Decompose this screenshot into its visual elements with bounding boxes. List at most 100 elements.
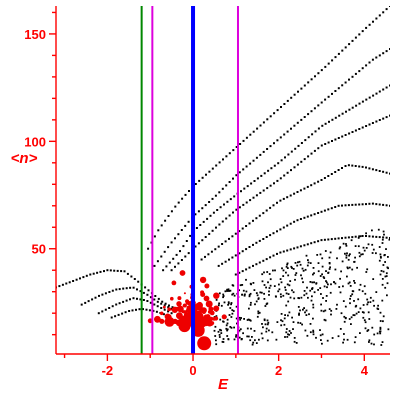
scatter-point xyxy=(379,326,382,329)
curve-point xyxy=(232,149,235,152)
scatter-point xyxy=(306,334,309,337)
curve-point xyxy=(246,185,249,188)
scatter-point xyxy=(282,275,285,277)
curve-point xyxy=(378,236,381,239)
scatter-point xyxy=(252,282,255,284)
curve-point xyxy=(217,245,220,248)
curve-point xyxy=(337,237,340,240)
cluster-point xyxy=(205,300,213,308)
scatter-point xyxy=(272,269,274,272)
scatter-point xyxy=(284,289,287,291)
scatter-point xyxy=(261,273,264,276)
curve-point xyxy=(378,54,381,57)
scatter-point xyxy=(319,329,321,331)
curve-point xyxy=(368,167,371,170)
curve-point xyxy=(361,165,364,168)
curve-point xyxy=(324,143,327,145)
scatter-point xyxy=(363,249,366,252)
scatter-point xyxy=(327,283,329,286)
curve-point xyxy=(208,201,211,203)
scatter-point xyxy=(386,294,388,297)
curve-point xyxy=(344,134,347,136)
curve-point xyxy=(262,150,265,153)
scatter-point xyxy=(366,303,369,306)
curve-point xyxy=(253,180,256,182)
scatter-point xyxy=(255,300,258,303)
curve-point xyxy=(293,166,296,169)
curve-point xyxy=(307,81,310,84)
curve-point xyxy=(310,110,313,113)
curve-point xyxy=(252,264,254,267)
scatter-point xyxy=(244,293,246,296)
curve-point xyxy=(263,172,266,175)
curve-point xyxy=(238,206,241,209)
curve-point xyxy=(320,144,323,147)
scatter-point xyxy=(263,318,266,321)
curve-point xyxy=(365,235,367,237)
curve-point xyxy=(174,265,176,268)
curve-point xyxy=(389,48,390,50)
curve-point xyxy=(118,302,121,305)
scatter-point xyxy=(294,274,297,276)
curve-point xyxy=(242,203,245,206)
cluster-point xyxy=(154,315,161,323)
curve-point xyxy=(126,272,129,275)
curve-point xyxy=(180,259,183,261)
curve-point xyxy=(365,166,367,169)
scatter-point xyxy=(371,252,374,254)
curve-point xyxy=(252,243,254,246)
scatter-point xyxy=(292,291,295,294)
scatter-point xyxy=(325,295,328,297)
scatter-point xyxy=(235,305,238,308)
curve-point xyxy=(375,56,378,59)
scatter-point xyxy=(353,300,355,302)
scatter-point xyxy=(295,342,298,344)
curve-point xyxy=(330,173,333,175)
scatter-point xyxy=(317,289,319,291)
curve-point xyxy=(361,100,364,103)
curve-point xyxy=(116,269,119,272)
curve-point xyxy=(385,171,388,174)
curve-point xyxy=(238,252,241,255)
curve-point xyxy=(313,107,316,110)
curve-point xyxy=(255,263,258,266)
curve-point xyxy=(130,275,133,278)
scatter-point xyxy=(226,290,228,292)
scatter-point xyxy=(357,298,360,301)
curve-point xyxy=(327,95,330,98)
curve-point xyxy=(170,312,173,315)
scatter-point xyxy=(230,302,233,304)
plot-area xyxy=(56,6,390,354)
y-tick-label: 50 xyxy=(32,242,46,257)
cluster-point xyxy=(203,318,208,322)
scatter-point xyxy=(315,336,317,339)
scatter-point xyxy=(266,323,269,326)
curve-point xyxy=(144,286,147,289)
curve-point xyxy=(279,177,282,180)
cluster-blob xyxy=(197,336,212,351)
scatter-point xyxy=(382,230,385,233)
scatter-point xyxy=(373,343,375,346)
scatter-point xyxy=(278,283,280,286)
scatter-point xyxy=(218,334,221,336)
scatter-point xyxy=(312,331,315,333)
scatter-point xyxy=(249,292,252,295)
scatter-point xyxy=(309,331,312,334)
curve-point xyxy=(223,203,225,206)
scatter-point xyxy=(284,286,286,289)
scatter-point xyxy=(342,341,344,344)
scatter-point xyxy=(373,304,375,307)
curve-point xyxy=(341,204,343,207)
scatter-point xyxy=(267,281,269,284)
curve-point xyxy=(286,130,289,133)
scatter-point xyxy=(251,343,254,346)
scatter-point xyxy=(358,288,361,291)
curve-point xyxy=(136,297,138,300)
x-tick-label: 2 xyxy=(275,363,282,378)
scatter-point xyxy=(340,270,342,273)
curve-point xyxy=(347,164,350,167)
scatter-point xyxy=(235,335,237,338)
curve-point xyxy=(177,201,180,204)
scatter-point xyxy=(342,300,345,302)
scatter-point xyxy=(352,290,355,293)
